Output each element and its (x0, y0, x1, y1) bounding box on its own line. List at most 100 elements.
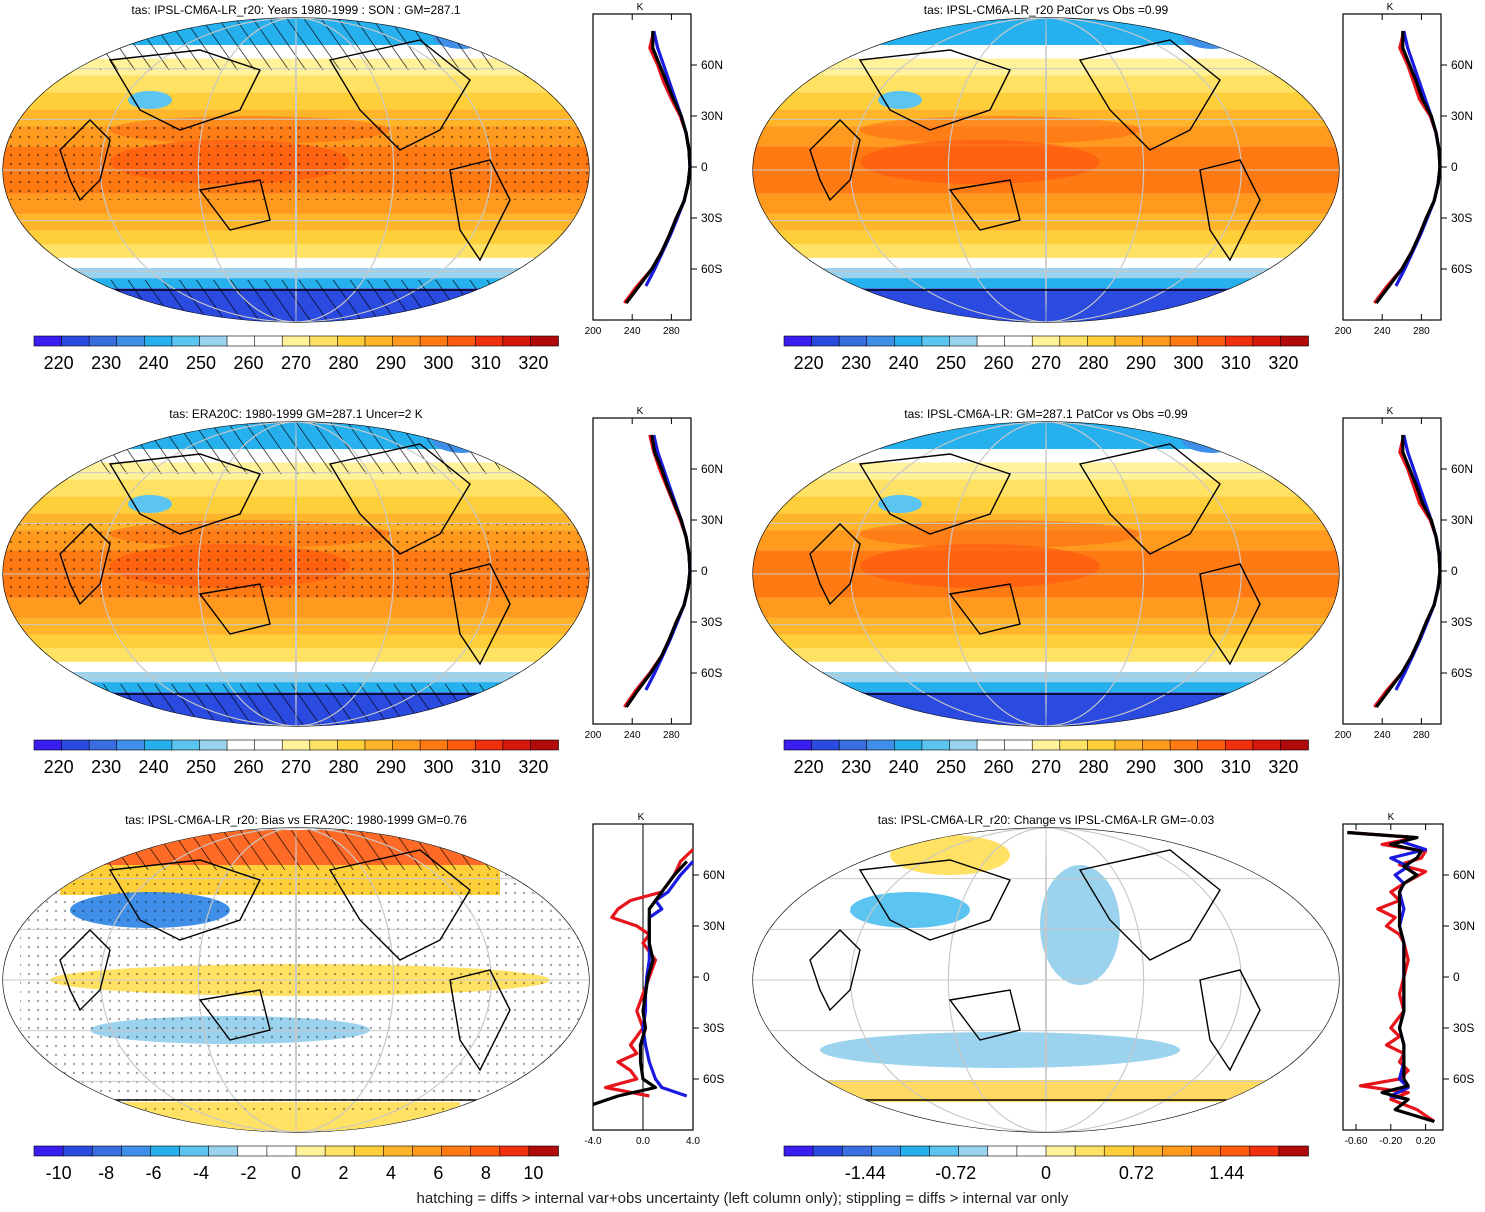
colorbar-label: 230 (841, 757, 871, 777)
colorbar-label: 300 (423, 353, 453, 373)
colorbar-swatch (237, 1145, 268, 1157)
colorbar-swatch (530, 335, 559, 347)
colorbar-swatch (171, 739, 201, 751)
colorbar-swatch (949, 335, 978, 347)
colorbar-swatch (353, 1145, 385, 1157)
profile-frame (592, 13, 692, 321)
colorbar-swatch (783, 1145, 814, 1157)
colorbar-swatch (364, 739, 394, 751)
colorbar-label: 290 (376, 353, 406, 373)
colorbar-label: 310 (471, 757, 501, 777)
colorbar-swatch (337, 335, 366, 347)
colorbar-swatch (199, 335, 228, 347)
colorbar-swatch (502, 335, 532, 347)
colorbar-swatch (33, 739, 63, 751)
colorbar: -10 -8 -6 -4 -2 0 2 4 6 8 10 (33, 1145, 559, 1183)
profile-line-mean (1375, 435, 1442, 708)
colorbar-label: 280 (1078, 353, 1108, 373)
profile-line-obs (644, 30, 692, 287)
map-3 (3, 422, 589, 726)
colorbar: 220 230 240 250 260 270 280 290 300 310 320 (33, 335, 559, 373)
colorbar-label: -1.44 (845, 1163, 886, 1183)
colorbar-swatch (295, 1145, 326, 1157)
profile-ytick: 60N (701, 462, 723, 476)
colorbar-swatch (208, 1145, 239, 1157)
colorbar-swatch (1197, 335, 1227, 347)
profile-xtick: 240 (624, 326, 641, 337)
colorbar-label: 270 (1031, 353, 1061, 373)
colorbar-swatch (987, 1145, 1018, 1157)
profile-unit: K (637, 406, 644, 417)
colorbar-label: 300 (1173, 757, 1203, 777)
colorbar-swatch (502, 739, 532, 751)
colorbar-swatch (61, 739, 90, 751)
profile-ytick: 60S (701, 666, 722, 680)
profile-ytick: 0 (701, 160, 708, 174)
profile-line-mean (592, 860, 688, 1107)
colorbar-label: 300 (423, 757, 453, 777)
profile-frame (1342, 823, 1444, 1131)
colorbar-swatch (1074, 1145, 1106, 1157)
colorbar-swatch (121, 1145, 152, 1157)
profile-unit: K (638, 812, 645, 823)
colorbar-label: 320 (518, 353, 548, 373)
profile-ytick: 60S (1453, 1072, 1474, 1086)
zonal-profile: K 60N 30N 0 30S 60S 200 240 280 (1335, 2, 1473, 337)
colorbar-label: 0 (291, 1163, 301, 1183)
colorbar-swatch (1252, 335, 1282, 347)
colorbar-swatch (266, 1145, 297, 1157)
colorbar-label: 310 (471, 353, 501, 373)
colorbar-swatch (783, 335, 813, 347)
zonal-profile: K 60N 30N 0 30S 60S -0.60 -0.20 0.20 (1342, 812, 1475, 1147)
colorbar-swatch (1133, 1145, 1164, 1157)
colorbar-swatch (976, 739, 1006, 751)
colorbar-swatch (1142, 335, 1171, 347)
colorbar-label: 270 (1031, 757, 1061, 777)
colorbar-label: 240 (139, 757, 169, 777)
colorbar-swatch (1197, 739, 1227, 751)
colorbar-swatch (1087, 335, 1116, 347)
profile-xtick: 200 (585, 326, 602, 337)
colorbar-swatch (866, 739, 896, 751)
colorbar-swatch (1280, 739, 1309, 751)
profile-line-obs (1394, 30, 1442, 287)
profile-line-obs (1394, 434, 1442, 691)
colorbar: 220 230 240 250 260 270 280 290 300 310 320 (33, 739, 559, 777)
colorbar-swatch (309, 739, 339, 751)
colorbar-swatch (1191, 1145, 1222, 1157)
colorbar-label: 310 (1221, 757, 1251, 777)
colorbar-swatch (528, 1145, 559, 1157)
map-title: tas: IPSL-CM6A-LR_r20: Bias vs ERA20C: 1… (125, 813, 467, 827)
colorbar-swatch (144, 739, 173, 751)
colorbar-swatch (958, 1145, 989, 1157)
panel-1: tas: IPSL-CM6A-LR_r20: Years 1980-1999 :… (2, 2, 723, 373)
profile-xtick: 240 (1374, 326, 1391, 337)
map-title: tas: ERA20C: 1980-1999 GM=287.1 Uncer=2 … (169, 407, 422, 421)
colorbar-swatch (838, 739, 868, 751)
colorbar-swatch (419, 335, 449, 347)
colorbar-swatch (412, 1145, 443, 1157)
colorbar-swatch (1249, 1145, 1280, 1157)
colorbar-swatch (383, 1145, 414, 1157)
colorbar-swatch (921, 739, 951, 751)
colorbar-label: 220 (794, 757, 824, 777)
profile-ytick: 0 (1451, 564, 1458, 578)
colorbar-swatch (929, 1145, 960, 1157)
profile-ytick: 60N (1451, 58, 1473, 72)
map-6 (753, 828, 1339, 1132)
profile-line-mean (1347, 830, 1435, 1124)
zonal-profile: K 60N 30N 0 30S 60S 200 240 280 (1335, 406, 1473, 741)
colorbar-label: 320 (1268, 353, 1298, 373)
profile-xtick: 240 (1374, 730, 1391, 741)
colorbar-label: 290 (376, 757, 406, 777)
profile-ytick: 60N (1453, 868, 1475, 882)
colorbar-swatch (1280, 335, 1309, 347)
colorbar-swatch (1045, 1145, 1076, 1157)
colorbar-swatch (811, 335, 840, 347)
profile-xtick: -0.60 (1345, 1136, 1368, 1147)
profile-ytick: 30S (1453, 1021, 1474, 1035)
colorbar-swatch (62, 1145, 94, 1157)
colorbar-swatch (1031, 739, 1061, 751)
profile-unit: K (637, 2, 644, 13)
profile-xtick: 280 (663, 326, 680, 337)
